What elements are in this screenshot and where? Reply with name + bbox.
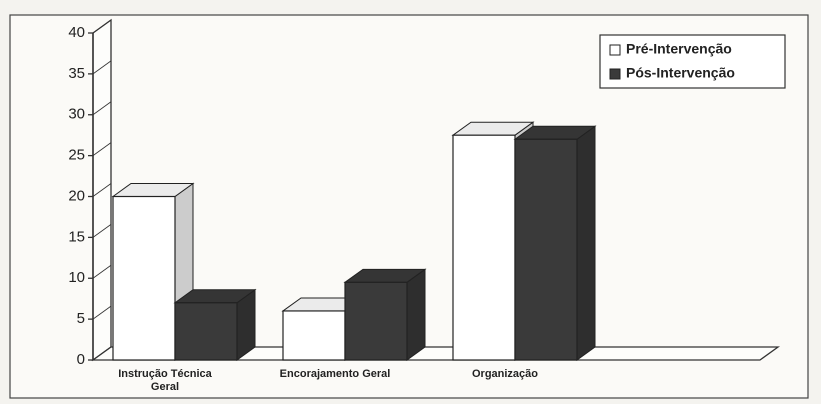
wall-tick [92,224,112,238]
bar [452,134,516,361]
y-tick-label: 15 [68,228,85,245]
x-tick-label: Encorajamento Geral [279,368,391,380]
bar [112,195,176,361]
y-tick-label: 25 [68,147,85,164]
bar [174,302,238,361]
wall-tick [92,60,112,75]
y-tick-label: 20 [68,187,85,204]
wall-tick [92,264,112,279]
bar [282,310,346,361]
bar [344,281,408,361]
y-tick-label: 35 [68,65,85,82]
legend-swatch [609,44,621,56]
y-tick-label: 5 [77,310,85,327]
bar-side [576,125,596,361]
legend-label: Pós-Intervenção [626,65,735,81]
y-tick-label: 30 [68,106,85,123]
bar [514,138,578,361]
x-tick-label: Organização [471,368,539,380]
y-tick-label: 10 [68,269,85,286]
wall-tick [92,183,112,197]
legend-box [599,34,786,89]
wall-tick [92,19,112,34]
legend-swatch [609,68,621,80]
y-tick-label: 40 [68,24,85,41]
wall-tick [92,346,112,361]
legend-label: Pré-Intervenção [626,41,732,57]
y-tick-label: 0 [77,351,85,368]
bar-side [406,268,426,361]
wall-tick [92,142,112,156]
x-tick-label: Instrução Técnica Geral [118,368,212,393]
wall-tick [92,101,112,116]
wall-tick [92,305,112,320]
